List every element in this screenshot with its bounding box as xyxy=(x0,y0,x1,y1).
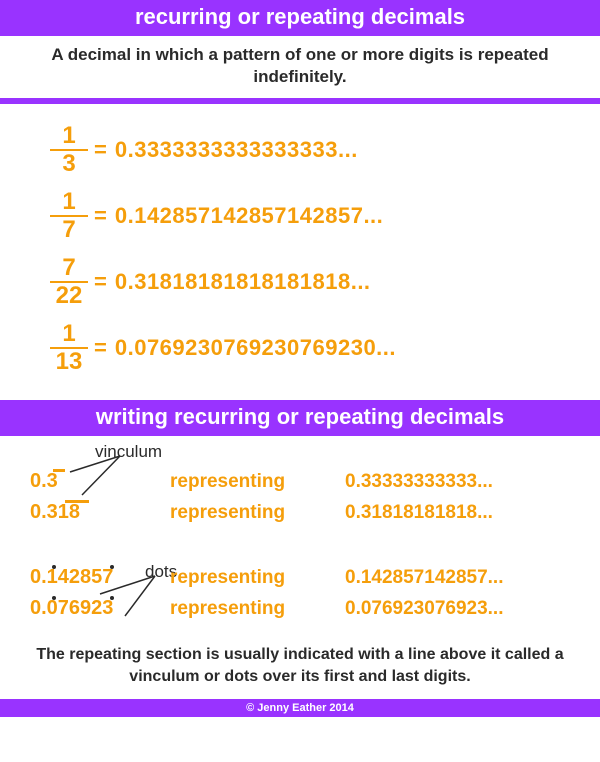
expanded-decimal: 0.076923076923... xyxy=(345,598,504,620)
subheader-bar: writing recurring or repeating decimals xyxy=(0,400,600,436)
dot-mark xyxy=(52,565,56,569)
decimal-expansion: 0.31818181818181818... xyxy=(115,269,371,295)
example-row: 722=0.31818181818181818... xyxy=(50,256,600,308)
equals: = xyxy=(94,269,107,295)
dot-mark xyxy=(110,596,114,600)
fraction: 113 xyxy=(50,322,88,374)
vinculum-mark xyxy=(53,469,65,472)
representing-label: representing xyxy=(170,567,345,589)
equals: = xyxy=(94,137,107,163)
notation-row: 0.076923representing0.076923076923... xyxy=(30,597,580,620)
numerator: 1 xyxy=(62,322,75,347)
notation-row: 0.3representing0.33333333333... xyxy=(30,470,580,493)
compact-decimal: 0.142857 xyxy=(30,566,170,589)
equals: = xyxy=(94,203,107,229)
expanded-decimal: 0.142857142857... xyxy=(345,567,504,589)
expanded-decimal: 0.31818181818... xyxy=(345,502,493,524)
notation-row: 0.142857representing0.142857142857... xyxy=(30,566,580,589)
compact-decimal: 0.076923 xyxy=(30,597,170,620)
representing-label: representing xyxy=(170,471,345,493)
denominator: 7 xyxy=(62,217,75,242)
dot-mark xyxy=(110,565,114,569)
compact-decimal: 0.3 xyxy=(30,470,170,493)
denominator: 3 xyxy=(62,151,75,176)
decimal-expansion: 0.142857142857142857... xyxy=(115,203,383,229)
definition-text: A decimal in which a pattern of one or m… xyxy=(0,36,600,98)
example-row: 113=0.0769230769230769230... xyxy=(50,322,600,374)
header-title: recurring or repeating decimals xyxy=(135,4,465,29)
notation-block: vinculum dots 0.3representing0.333333333… xyxy=(0,436,600,634)
example-row: 13=0.3333333333333333... xyxy=(50,124,600,176)
representing-label: representing xyxy=(170,502,345,524)
denominator: 13 xyxy=(56,349,83,374)
copyright-text: © Jenny Eather 2014 xyxy=(246,702,354,714)
representing-label: representing xyxy=(170,598,345,620)
numerator: 7 xyxy=(62,256,75,281)
notation-row: 0.318representing0.31818181818... xyxy=(30,501,580,524)
decimal-expansion: 0.3333333333333333... xyxy=(115,137,358,163)
denominator: 22 xyxy=(56,283,83,308)
copyright-bar: © Jenny Eather 2014 xyxy=(0,699,600,717)
header-bar: recurring or repeating decimals xyxy=(0,0,600,36)
numerator: 1 xyxy=(62,124,75,149)
fraction: 17 xyxy=(50,190,88,242)
decimal-expansion: 0.0769230769230769230... xyxy=(115,335,396,361)
footer-text: The repeating section is usually indicat… xyxy=(0,634,600,699)
dot-mark xyxy=(52,596,56,600)
compact-decimal: 0.318 xyxy=(30,501,170,524)
equals: = xyxy=(94,335,107,361)
fraction: 13 xyxy=(50,124,88,176)
numerator: 1 xyxy=(62,190,75,215)
vinculum-mark xyxy=(65,500,89,503)
example-row: 17=0.142857142857142857... xyxy=(50,190,600,242)
subheader-title: writing recurring or repeating decimals xyxy=(96,404,504,429)
fraction: 722 xyxy=(50,256,88,308)
examples-block: 13=0.3333333333333333...17=0.14285714285… xyxy=(0,104,600,400)
expanded-decimal: 0.33333333333... xyxy=(345,471,493,493)
